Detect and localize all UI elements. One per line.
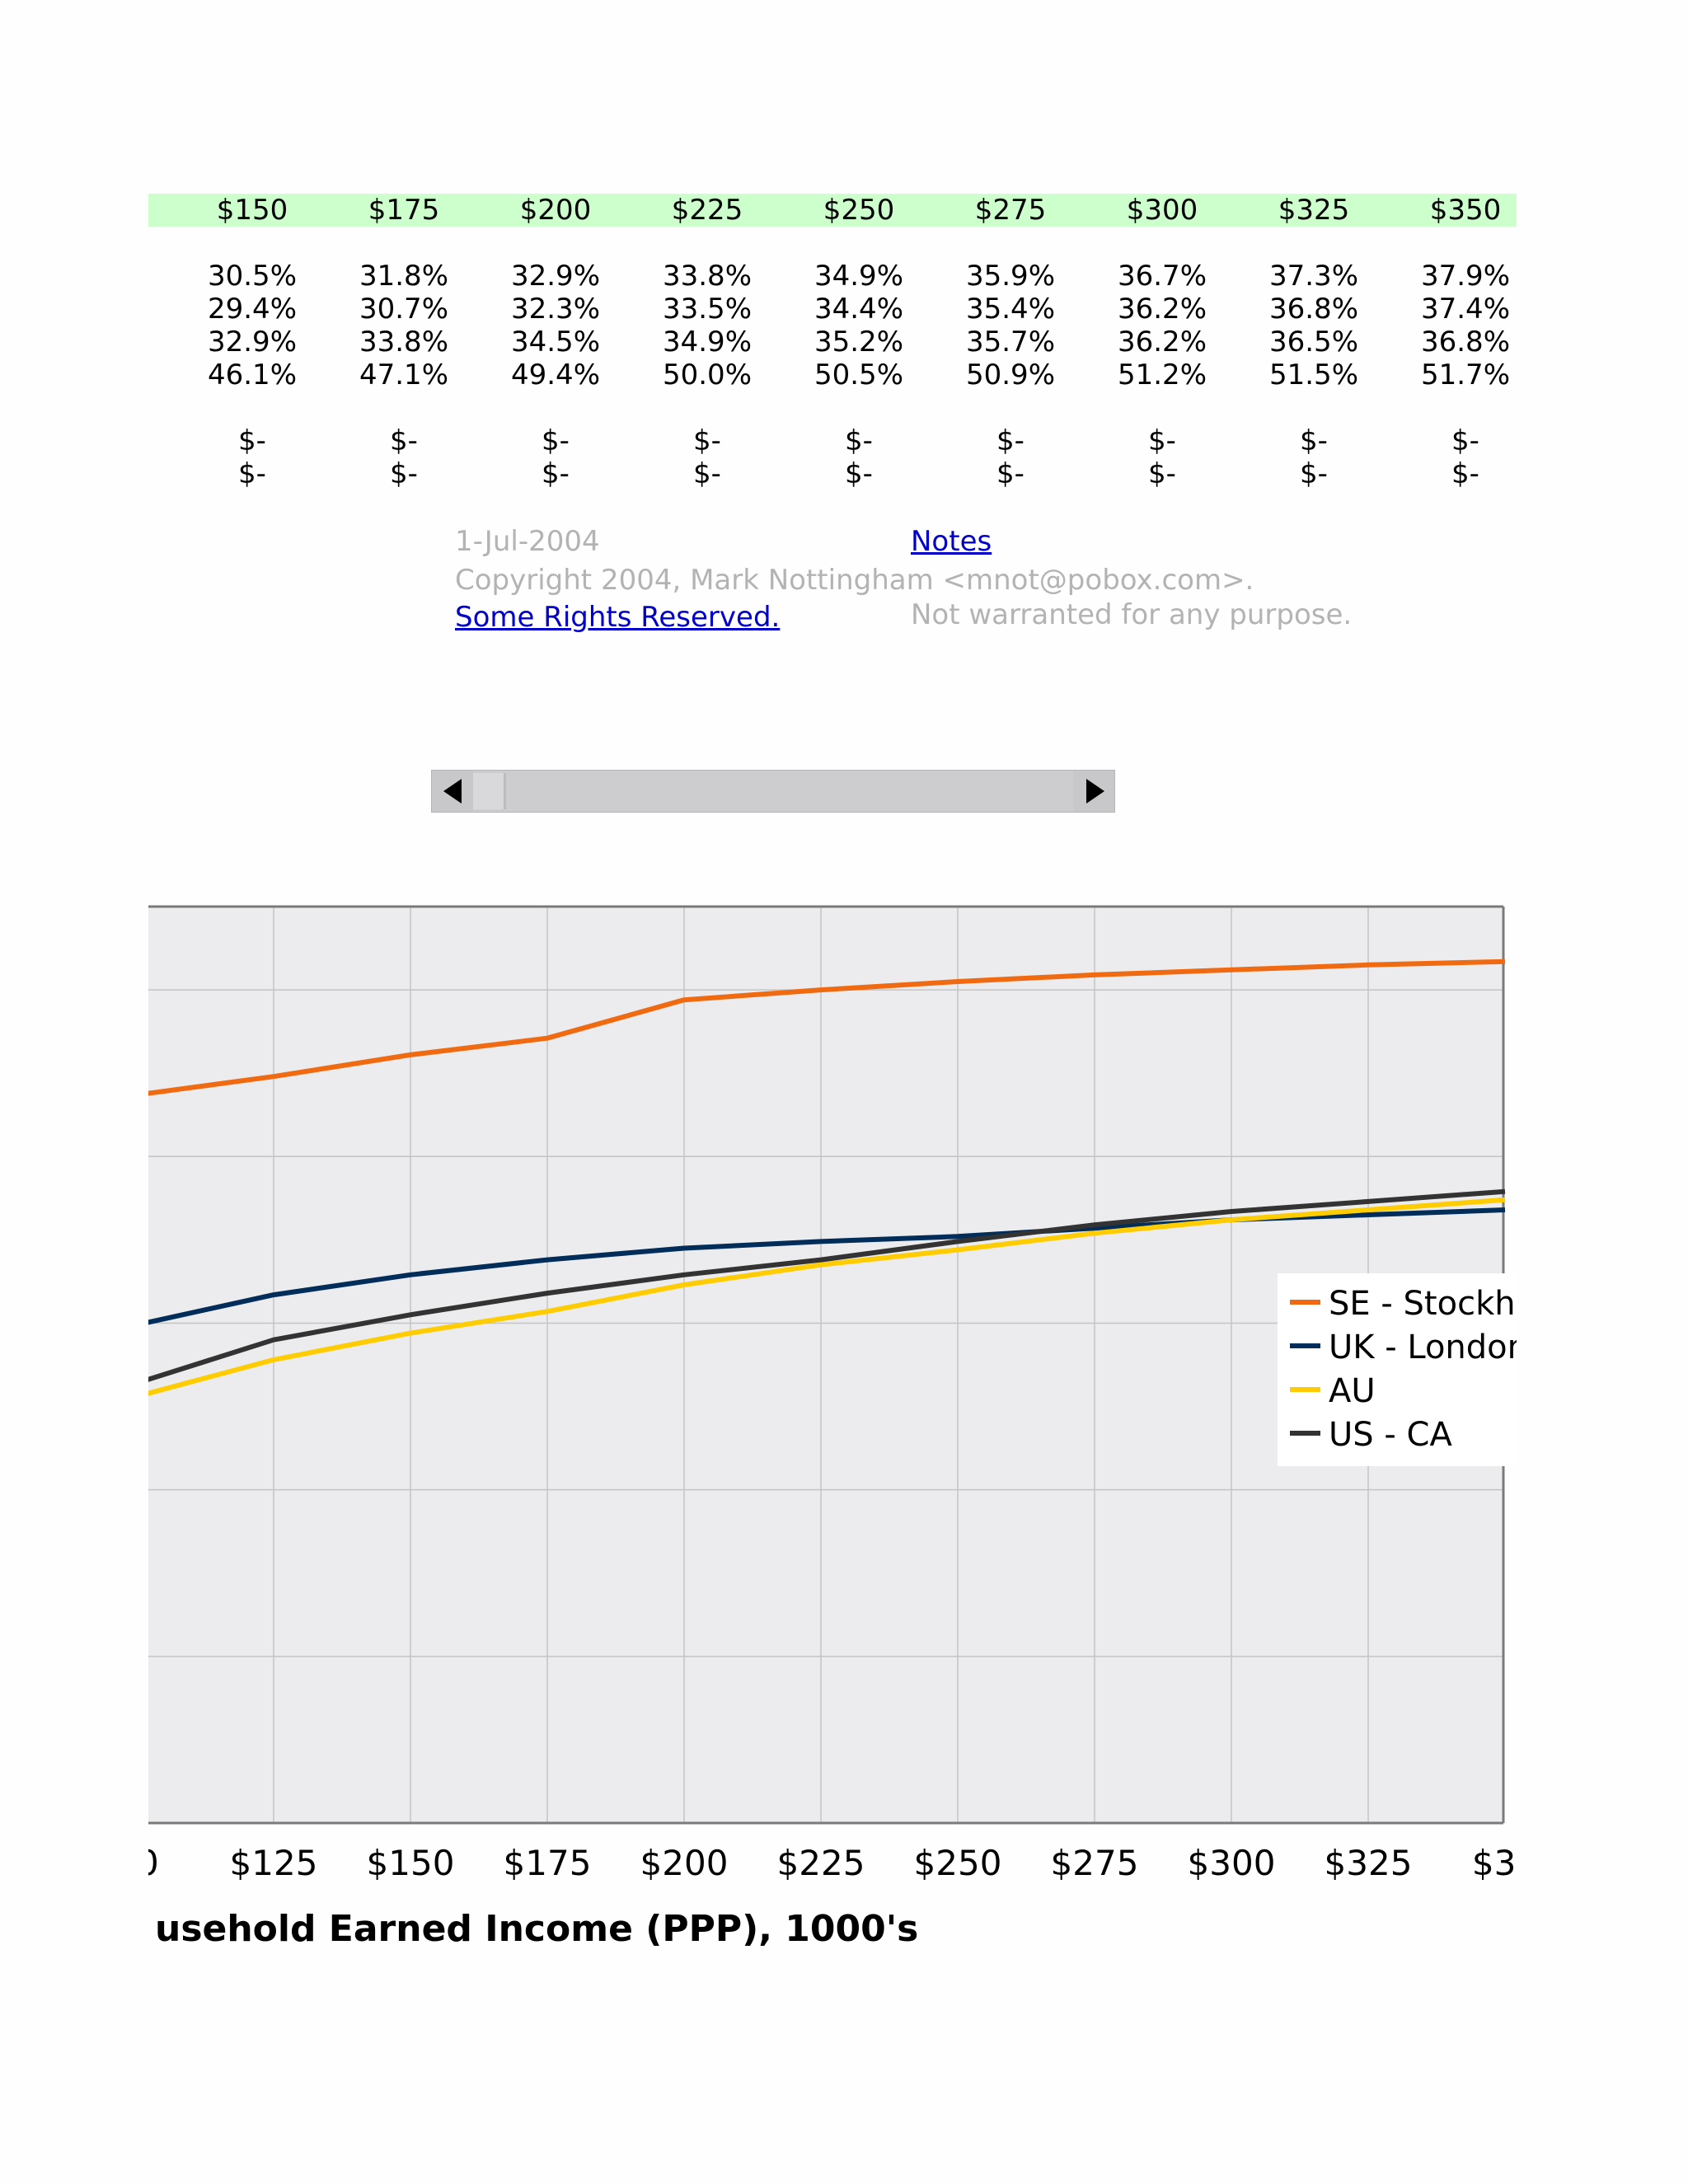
- series-line: [148, 958, 1506, 1096]
- x-axis-title: usehold Earned Income (PPP), 1000's: [155, 1908, 918, 1950]
- table-cell: 32.9%: [207, 326, 297, 359]
- legend-label: AU: [1329, 1372, 1376, 1410]
- x-tick-label: $125: [230, 1843, 318, 1883]
- table-cell: 36.8%: [1268, 293, 1358, 326]
- scroll-right-button[interactable]: [1073, 771, 1114, 812]
- column-header: $275: [974, 194, 1047, 227]
- table-cell: $-: [1148, 457, 1176, 490]
- column-header: $250: [823, 194, 895, 227]
- x-tick-label: $175: [504, 1843, 592, 1883]
- column-header: $175: [368, 194, 440, 227]
- table-cell: 50.0%: [662, 359, 752, 391]
- rights-link[interactable]: Some Rights Reserved.: [455, 601, 781, 634]
- spreadsheet-table: $150 $175 $200 $225 $250 $275 $300 $325 $350 30.…: [148, 190, 1517, 1986]
- table-cell: 32.3%: [510, 293, 600, 326]
- x-tick-label: $325: [1325, 1843, 1413, 1883]
- legend-label: US - CA: [1329, 1416, 1452, 1454]
- date-label: 1-Jul-2004: [455, 525, 600, 558]
- table-cell: $-: [996, 457, 1025, 490]
- table-cell: $-: [238, 457, 266, 490]
- table-cell: 35.9%: [965, 260, 1055, 293]
- table-cell: $-: [693, 457, 721, 490]
- x-tick-label: $225: [777, 1843, 865, 1883]
- table-cell: 36.2%: [1117, 293, 1207, 326]
- table-cell: $-: [390, 457, 418, 490]
- table-cell: $-: [1300, 457, 1328, 490]
- table-cell: 31.8%: [359, 260, 448, 293]
- column-header: $200: [519, 194, 592, 227]
- table-cell: 34.9%: [814, 260, 903, 293]
- table-cell: 35.4%: [965, 293, 1055, 326]
- table-cell: $-: [542, 457, 570, 490]
- x-tick-label: $35: [1472, 1843, 1538, 1883]
- series-line: [148, 1197, 1506, 1396]
- table-cell: $-: [1451, 424, 1479, 457]
- copyright-text: Copyright 2004, Mark Nottingham <mnot@po…: [455, 564, 1254, 597]
- table-cell: 51.5%: [1268, 359, 1358, 391]
- table-cell: 35.2%: [814, 326, 903, 359]
- table-cell: 33.8%: [662, 260, 752, 293]
- table-cell: 37.4%: [1420, 293, 1510, 326]
- legend-label: SE - Stockho: [1329, 1285, 1536, 1323]
- table-cell: 37.3%: [1268, 260, 1358, 293]
- table-cell: 30.7%: [359, 293, 448, 326]
- column-header: $325: [1278, 194, 1350, 227]
- table-cell: 34.4%: [814, 293, 903, 326]
- table-cell: 46.1%: [207, 359, 297, 391]
- column-header: $350: [1429, 194, 1502, 227]
- arrow-right-icon: [1086, 779, 1104, 804]
- table-cell: $-: [996, 424, 1025, 457]
- table-cell: 36.7%: [1117, 260, 1207, 293]
- horizontal-scrollbar[interactable]: [431, 770, 1115, 813]
- column-header: $300: [1126, 194, 1198, 227]
- x-tick-label: $200: [640, 1843, 729, 1883]
- x-tick-label: $150: [367, 1843, 455, 1883]
- table-cell: 29.4%: [207, 293, 297, 326]
- table-cell: $-: [238, 424, 266, 457]
- table-cell: 36.8%: [1420, 326, 1510, 359]
- scroll-left-button[interactable]: [432, 771, 473, 812]
- table-cell: $-: [693, 424, 721, 457]
- table-cell: 35.7%: [965, 326, 1055, 359]
- warranty-text: Not warranted for any purpose.: [911, 598, 1353, 631]
- table-cell: $-: [845, 457, 873, 490]
- x-tick-label: 00: [115, 1843, 158, 1883]
- table-cell: 37.9%: [1420, 260, 1510, 293]
- table-cell: 32.9%: [510, 260, 600, 293]
- table-cell: 33.8%: [359, 326, 448, 359]
- table-cell: 51.7%: [1420, 359, 1510, 391]
- arrow-left-icon: [443, 779, 462, 804]
- x-tick-label: $300: [1188, 1843, 1276, 1883]
- table-cell: 33.5%: [662, 293, 752, 326]
- table-cell: $-: [845, 424, 873, 457]
- column-header: $150: [216, 194, 288, 227]
- table-cell: 50.5%: [814, 359, 903, 391]
- table-cell: 34.5%: [510, 326, 600, 359]
- x-tick-label: $275: [1051, 1843, 1139, 1883]
- table-cell: $-: [1148, 424, 1176, 457]
- x-tick-label: $250: [914, 1843, 1002, 1883]
- header-row: [148, 194, 1517, 227]
- table-cell: 36.5%: [1268, 326, 1358, 359]
- table-cell: $-: [542, 424, 570, 457]
- table-cell: 50.9%: [965, 359, 1055, 391]
- table-cell: $-: [1451, 457, 1479, 490]
- series-line: [148, 1188, 1506, 1382]
- table-cell: $-: [390, 424, 418, 457]
- column-header: $225: [671, 194, 743, 227]
- table-cell: 47.1%: [359, 359, 448, 391]
- table-cell: 51.2%: [1117, 359, 1207, 391]
- table-cell: 36.2%: [1117, 326, 1207, 359]
- table-cell: 34.9%: [662, 326, 752, 359]
- notes-link[interactable]: Notes: [911, 525, 992, 558]
- table-cell: 49.4%: [510, 359, 600, 391]
- scrollbar-thumb[interactable]: [473, 773, 506, 809]
- table-cell: $-: [1300, 424, 1328, 457]
- legend-label: UK - London: [1329, 1329, 1528, 1366]
- table-cell: 30.5%: [207, 260, 297, 293]
